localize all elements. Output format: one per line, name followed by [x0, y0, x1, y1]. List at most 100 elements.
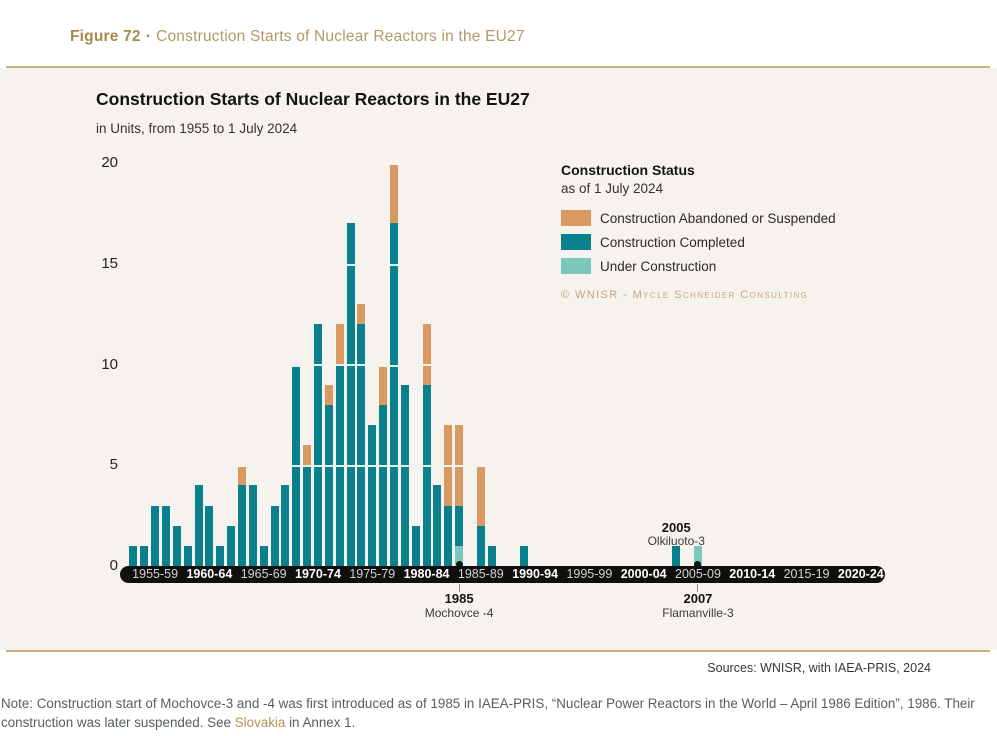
x-label-2000-04: 2000-04 [620, 567, 667, 581]
bar-1978 [379, 364, 388, 567]
bar-1957 [151, 505, 160, 566]
bar-1968 [270, 505, 279, 566]
bar-1958 [161, 505, 170, 566]
gridline-5 [313, 465, 322, 468]
gridline-10 [389, 364, 398, 367]
bar-1970 [292, 364, 301, 566]
x-label-2010-14: 2010-14 [729, 567, 776, 581]
bar-2007 [693, 545, 702, 566]
bar-1981 [411, 525, 420, 566]
bar-1975 [346, 223, 355, 566]
x-label-1960-64: 1960-64 [186, 567, 233, 581]
legend-label-under_construction: Under Construction [600, 258, 717, 274]
bar-segment-completed [324, 404, 333, 566]
x-label-2020-24: 2020-24 [837, 567, 884, 581]
bar-2005 [672, 545, 681, 566]
gridline-5 [346, 465, 355, 468]
sources-line: Sources: WNISR, with IAEA-PRIS, 2024 [707, 661, 931, 675]
bar-1991 [520, 545, 529, 566]
annotation-name-2005: Olkiluoto-3 [647, 534, 705, 548]
legend-item-under_construction: Under Construction [561, 258, 836, 274]
bar-segment-abandoned_or_suspended [357, 304, 366, 325]
bar-segment-abandoned_or_suspended [422, 324, 431, 385]
bar-segment-completed [194, 485, 203, 566]
gridline-5 [303, 465, 312, 468]
x-label-2005-09: 2005-09 [675, 567, 721, 581]
bar-1956 [140, 545, 149, 566]
gridline-10 [313, 364, 322, 367]
bar-1962 [205, 505, 214, 566]
bar-1988 [487, 545, 496, 566]
bar-segment-completed [476, 525, 485, 566]
legend-swatch-completed [561, 234, 591, 250]
bar-1980 [400, 384, 409, 566]
annotation-dot-2007 [694, 561, 702, 568]
bar-segment-abandoned_or_suspended [335, 324, 344, 365]
bar-segment-completed [303, 465, 312, 566]
legend-swatch-under_construction [561, 258, 591, 274]
annotation-year-2005: 2005 [661, 520, 691, 535]
legend-subtitle: as of 1 July 2024 [561, 181, 664, 196]
bar-1977 [368, 424, 377, 566]
gridline-5 [389, 465, 398, 468]
bar-1983 [433, 485, 442, 566]
x-axis-bar: 1955-59 1960-64 1965-69 1970-74 1975-79 1980-… [120, 566, 885, 583]
bar-segment-completed [389, 223, 398, 566]
bar-1964 [227, 525, 236, 566]
bar-segment-completed [183, 545, 192, 566]
bar-segment-abandoned_or_suspended [303, 445, 312, 466]
figure-separator: · [145, 28, 152, 45]
bar-1973 [324, 384, 333, 566]
y-tick-15: 15 [101, 254, 118, 272]
bar-1982 [422, 324, 431, 566]
bar-1961 [194, 485, 203, 566]
gridline-5 [400, 465, 409, 468]
bar-1984 [444, 424, 453, 566]
x-label-1995-99: 1995-99 [566, 567, 613, 581]
slovakia-link[interactable]: Slovakia [234, 715, 286, 730]
bar-segment-completed [172, 525, 181, 566]
bar-segment-completed [151, 505, 160, 566]
bar-1985 [455, 424, 464, 566]
x-label-2015-19: 2015-19 [783, 567, 830, 581]
copyright-line: © WNISR - Mycle Schneider Consulting [561, 289, 809, 301]
bar-1971 [303, 445, 312, 566]
gridline-5 [335, 465, 344, 468]
bar-segment-completed [129, 545, 138, 566]
gridline-15 [389, 263, 398, 266]
gridline-5 [444, 465, 453, 468]
bar-1960 [183, 545, 192, 566]
legend-item-abandoned_or_suspended: Construction Abandoned or Suspended [561, 210, 836, 226]
annotation-dot-1985 [455, 561, 463, 568]
x-label-1985-89: 1985-89 [457, 567, 504, 581]
bar-segment-completed [205, 505, 214, 566]
bar-1955 [129, 545, 138, 566]
bar-segment-completed [270, 505, 279, 566]
legend-label-completed: Construction Completed [600, 234, 745, 250]
footnote-text: Note: Construction start of Mochovce-3 a… [1, 696, 975, 730]
legend: Construction Status as of 1 July 2024 Co… [561, 162, 836, 301]
bar-segment-abandoned_or_suspended [389, 163, 398, 224]
gridline-5 [455, 465, 464, 468]
legend-item-completed: Construction Completed [561, 234, 836, 250]
bar-segment-completed [455, 505, 464, 546]
figure-header: Figure 72 · Construction Starts of Nuclear… [70, 28, 525, 46]
annotation-year-2007: 2007 [683, 591, 713, 606]
gridline-5 [237, 465, 246, 468]
x-label-1990-94: 1990-94 [512, 567, 559, 581]
bar-1966 [248, 485, 257, 566]
bar-segment-completed [161, 505, 170, 566]
bar-1965 [237, 465, 246, 566]
gridline-5 [357, 465, 366, 468]
bar-segment-completed [313, 324, 322, 566]
bar-segment-abandoned_or_suspended [379, 364, 388, 405]
bar-segment-completed [216, 545, 225, 566]
bar-segment-completed [672, 545, 681, 566]
gridline-10 [379, 364, 388, 367]
figure-header-title: Construction Starts of Nuclear Reactors … [156, 28, 525, 45]
chart-title: Construction Starts of Nuclear Reactors … [96, 89, 530, 109]
bar-segment-completed [444, 505, 453, 566]
bar-1974 [335, 324, 344, 566]
bar-segment-completed [400, 384, 409, 566]
bar-1976 [357, 304, 366, 566]
